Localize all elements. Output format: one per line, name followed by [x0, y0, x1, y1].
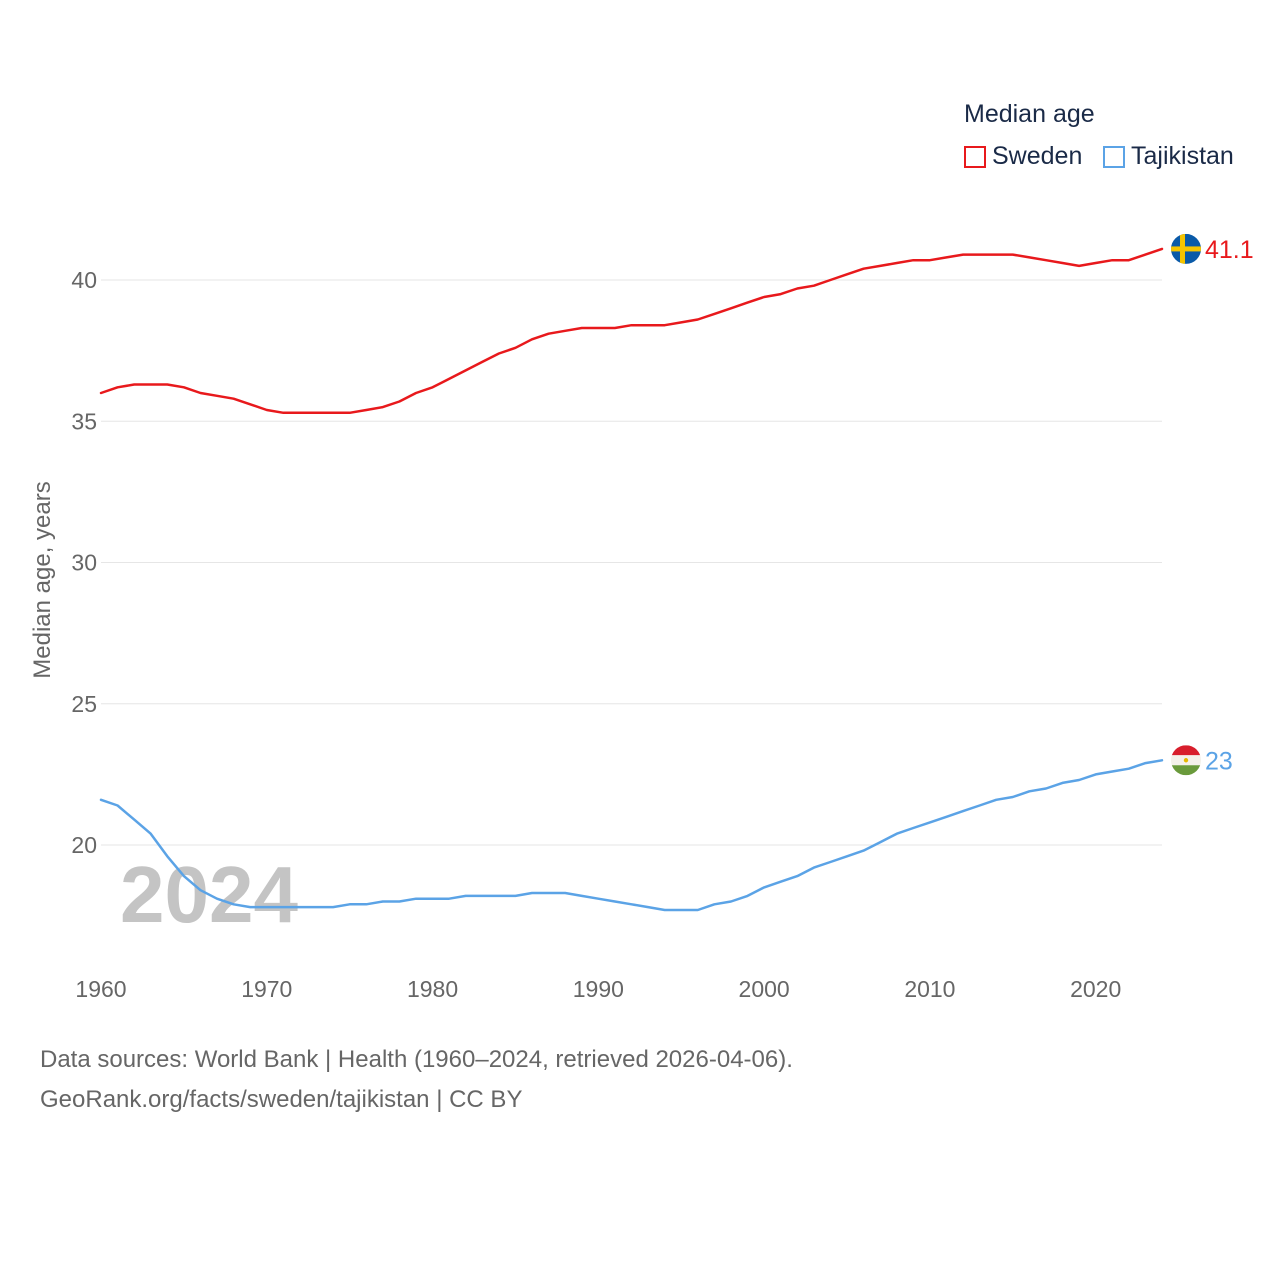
tajikistan-flag-icon — [1171, 745, 1201, 776]
x-tick-label: 2000 — [739, 976, 790, 1002]
legend-title: Median age — [964, 100, 1095, 128]
y-tick-label: 40 — [71, 267, 97, 293]
series-layer — [99, 247, 1164, 912]
legend-item-sweden[interactable]: Sweden — [964, 142, 1082, 171]
y-tick-label: 30 — [71, 550, 97, 576]
x-tick-label: 1980 — [407, 976, 458, 1002]
series-line-sweden[interactable] — [99, 247, 1164, 415]
x-tick-label: 1970 — [241, 976, 292, 1002]
footer-link[interactable]: GeoRank.org/facts/sweden/tajikistan | CC… — [40, 1086, 523, 1113]
legend-swatch-sweden — [964, 145, 986, 168]
tick-layer: 20 25 30 35 40 1960 1970 1980 1990 2000 2010 2020 — [71, 267, 1121, 1002]
legend-label-tajikistan: Tajikistan — [1131, 142, 1234, 170]
legend-label-sweden: Sweden — [992, 142, 1083, 170]
grid-layer — [101, 279, 1162, 846]
end-label-tajikistan: 23 — [1205, 747, 1233, 775]
y-tick-label: 35 — [71, 408, 97, 434]
sweden-flag-icon — [1171, 233, 1201, 264]
legend-item-tajikistan[interactable]: Tajikistan — [1103, 142, 1234, 171]
x-tick-label: 2020 — [1070, 976, 1121, 1002]
y-axis-label: Median age, years — [29, 481, 56, 678]
end-label-sweden: 41.1 — [1205, 236, 1254, 264]
x-tick-label: 1960 — [75, 976, 126, 1002]
x-tick-label: 1990 — [573, 976, 624, 1002]
y-tick-label: 20 — [71, 832, 97, 858]
legend-swatch-tajikistan — [1103, 145, 1125, 168]
x-tick-label: 2010 — [904, 976, 955, 1002]
end-label-layer: 41.1 23 — [1171, 233, 1254, 776]
y-tick-label: 25 — [71, 691, 97, 717]
series-line-tajikistan[interactable] — [99, 759, 1164, 912]
footer-sources: Data sources: World Bank | Health (1960–… — [40, 1046, 793, 1073]
